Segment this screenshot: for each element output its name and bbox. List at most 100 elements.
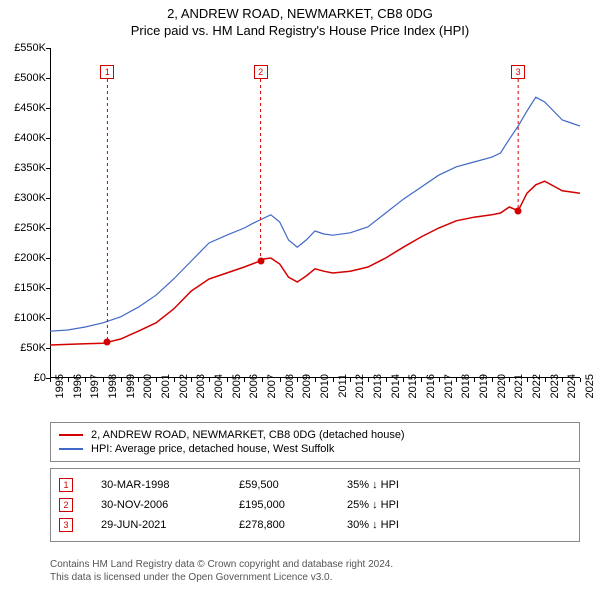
event-diff: 25% ↓ HPI (347, 499, 399, 511)
xtick-mark (562, 378, 563, 382)
chart-subtitle: Price paid vs. HM Land Registry's House … (0, 23, 600, 38)
event-marker-box: 2 (254, 65, 268, 79)
xtick-mark (580, 378, 581, 382)
legend-label-hpi: HPI: Average price, detached house, West… (91, 443, 334, 455)
xtick-label: 1996 (72, 374, 84, 398)
xtick-label: 1998 (107, 374, 119, 398)
xtick-label: 2014 (390, 374, 402, 398)
ytick-mark (46, 138, 50, 139)
event-price: £278,800 (239, 519, 319, 531)
xtick-label: 2021 (513, 374, 525, 398)
xtick-label: 2012 (354, 374, 366, 398)
event-row: 230-NOV-2006£195,00025% ↓ HPI (59, 495, 571, 515)
legend-swatch-hpi (59, 448, 83, 450)
ytick-label: £350K (2, 162, 46, 174)
footer-line2: This data is licensed under the Open Gov… (50, 571, 393, 584)
xtick-mark (333, 378, 334, 382)
xtick-label: 2000 (142, 374, 154, 398)
event-price: £195,000 (239, 499, 319, 511)
ytick-label: £450K (2, 102, 46, 114)
xtick-mark (138, 378, 139, 382)
ytick-label: £50K (2, 342, 46, 354)
event-date: 30-NOV-2006 (101, 499, 211, 511)
ytick-mark (46, 228, 50, 229)
xtick-label: 2013 (372, 374, 384, 398)
xtick-label: 1997 (89, 374, 101, 398)
ytick-label: £100K (2, 312, 46, 324)
xtick-label: 2004 (213, 374, 225, 398)
xtick-label: 2010 (319, 374, 331, 398)
ytick-label: £250K (2, 222, 46, 234)
chart-svg (50, 48, 580, 378)
ytick-mark (46, 198, 50, 199)
xtick-label: 2003 (195, 374, 207, 398)
xtick-label: 2015 (407, 374, 419, 398)
ytick-label: £300K (2, 192, 46, 204)
series-line-hpi (50, 97, 580, 331)
footer: Contains HM Land Registry data © Crown c… (50, 558, 393, 584)
xtick-mark (386, 378, 387, 382)
event-date: 29-JUN-2021 (101, 519, 211, 531)
ytick-mark (46, 78, 50, 79)
xtick-mark (191, 378, 192, 382)
xtick-mark (103, 378, 104, 382)
xtick-label: 2007 (266, 374, 278, 398)
xtick-mark (244, 378, 245, 382)
chart-plot-area: £0£50K£100K£150K£200K£250K£300K£350K£400… (50, 48, 580, 378)
event-row: 3 29-JUN-2021 £278,800 30% ↓ HPI (59, 515, 571, 535)
xtick-mark (280, 378, 281, 382)
legend-label-property: 2, ANDREW ROAD, NEWMARKET, CB8 0DG (deta… (91, 429, 405, 441)
xtick-mark (156, 378, 157, 382)
xtick-label: 2019 (478, 374, 490, 398)
xtick-mark (85, 378, 86, 382)
ytick-label: £500K (2, 72, 46, 84)
xtick-mark (474, 378, 475, 382)
ytick-label: £400K (2, 132, 46, 144)
xtick-label: 1995 (54, 374, 66, 398)
xtick-label: 2022 (531, 374, 543, 398)
event-row: 130-MAR-1998£59,50035% ↓ HPI (59, 475, 571, 495)
ytick-mark (46, 168, 50, 169)
event-diff: 35% ↓ HPI (347, 479, 399, 491)
event-marker-box: 3 (511, 65, 525, 79)
chart-title: 2, ANDREW ROAD, NEWMARKET, CB8 0DG (0, 6, 600, 21)
xtick-mark (174, 378, 175, 382)
ytick-label: £200K (2, 252, 46, 264)
ytick-mark (46, 288, 50, 289)
xtick-label: 2001 (160, 374, 172, 398)
xtick-mark (527, 378, 528, 382)
series-line-property (50, 181, 580, 345)
xtick-label: 2025 (584, 374, 596, 398)
xtick-mark (350, 378, 351, 382)
xtick-mark (456, 378, 457, 382)
ytick-mark (46, 48, 50, 49)
legend-area: 2, ANDREW ROAD, NEWMARKET, CB8 0DG (deta… (50, 422, 580, 542)
legend-swatch-property (59, 434, 83, 436)
event-diff: 30% ↓ HPI (347, 519, 399, 531)
xtick-mark (492, 378, 493, 382)
xtick-label: 2016 (425, 374, 437, 398)
event-date: 30-MAR-1998 (101, 479, 211, 491)
xtick-mark (209, 378, 210, 382)
xtick-mark (227, 378, 228, 382)
legend-box: 2, ANDREW ROAD, NEWMARKET, CB8 0DG (deta… (50, 422, 580, 462)
event-marker: 1 (59, 478, 73, 492)
ytick-mark (46, 348, 50, 349)
xtick-mark (545, 378, 546, 382)
event-marker: 3 (59, 518, 73, 532)
xtick-mark (262, 378, 263, 382)
xtick-mark (509, 378, 510, 382)
xtick-label: 1999 (125, 374, 137, 398)
ytick-label: £150K (2, 282, 46, 294)
xtick-mark (50, 378, 51, 382)
sale-point-dot (515, 207, 522, 214)
ytick-label: £550K (2, 42, 46, 54)
events-box: 130-MAR-1998£59,50035% ↓ HPI230-NOV-2006… (50, 468, 580, 542)
footer-line1: Contains HM Land Registry data © Crown c… (50, 558, 393, 571)
xtick-label: 2005 (231, 374, 243, 398)
xtick-mark (439, 378, 440, 382)
ytick-mark (46, 318, 50, 319)
xtick-mark (297, 378, 298, 382)
xtick-mark (315, 378, 316, 382)
legend-row-hpi: HPI: Average price, detached house, West… (59, 442, 571, 456)
